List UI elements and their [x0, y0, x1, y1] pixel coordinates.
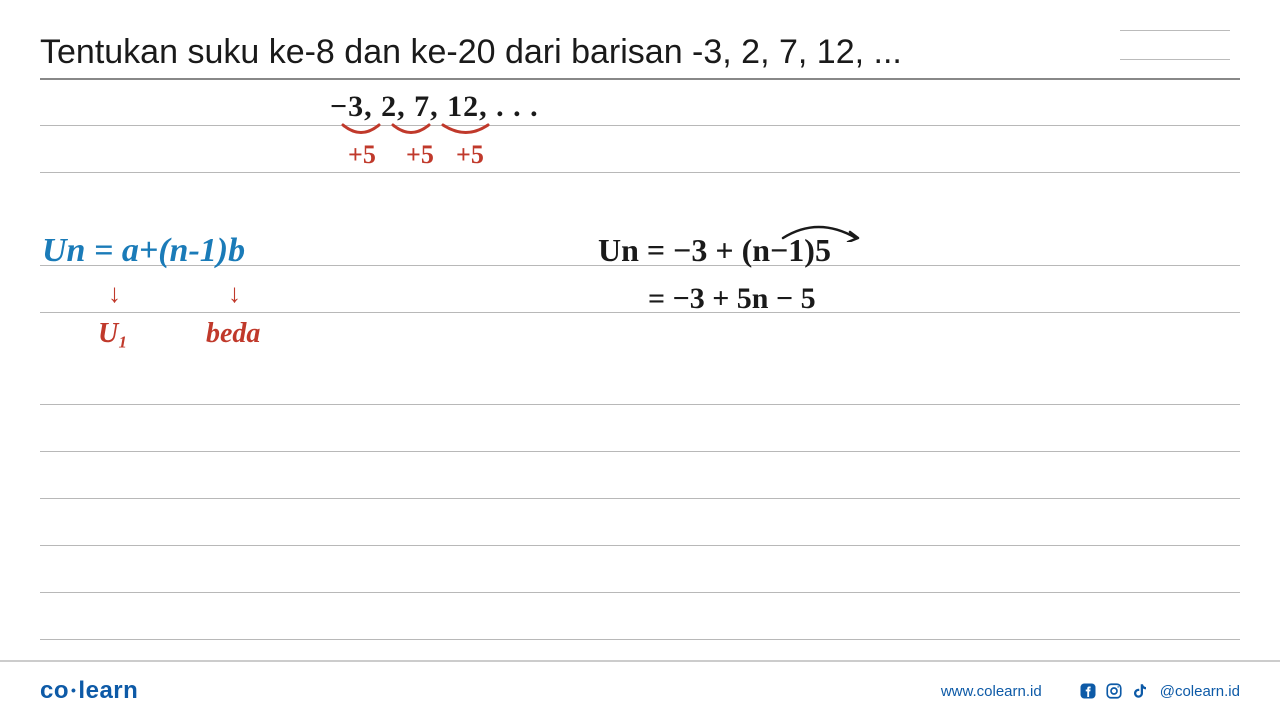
ruled-line: [40, 312, 1240, 313]
question-title: Tentukan suku ke-8 dan ke-20 dari barisa…: [40, 30, 902, 74]
arrow-down-icon: ↓: [108, 278, 121, 309]
diff-label-1: +5: [348, 140, 376, 170]
ruled-line: [40, 592, 1240, 593]
ruled-line: [40, 78, 1240, 80]
social-group: @colearn.id: [1078, 681, 1240, 701]
tiktok-icon: [1130, 681, 1150, 701]
derivation-line-2: = −3 + 5n − 5: [648, 282, 816, 316]
arrow-down-icon: ↓: [228, 278, 241, 309]
ruled-line: [40, 125, 1240, 126]
footer-url: www.colearn.id: [941, 683, 1042, 700]
ruled-line: [40, 451, 1240, 452]
ruled-line: [40, 404, 1240, 405]
facebook-icon: [1078, 681, 1098, 701]
sequence: −3, 2, 7, 12, . . .: [330, 90, 539, 124]
brand-logo: co•learn: [40, 677, 138, 705]
ruled-line: [40, 172, 1240, 173]
brand-suffix: learn: [78, 677, 138, 704]
diff-label-3: +5: [456, 140, 484, 170]
brand-prefix: co: [40, 677, 69, 704]
derivation-line-1: Un = −3 + (n−1)5: [598, 232, 831, 269]
ruled-line: [40, 639, 1240, 640]
brand-dot: •: [71, 682, 76, 698]
label-u1: U₁: [98, 318, 128, 350]
ruled-line: [40, 545, 1240, 546]
formula: Un = a+(n-1)b: [42, 232, 245, 270]
label-beda: beda: [206, 318, 260, 350]
decorative-box: [1120, 30, 1230, 60]
footer-right: www.colearn.id @colearn.id: [941, 681, 1240, 701]
footer: co•learn www.colearn.id @colearn.id: [0, 660, 1280, 720]
instagram-icon: [1104, 681, 1124, 701]
ruled-line: [40, 498, 1240, 499]
social-handle: @colearn.id: [1160, 683, 1240, 700]
diff-label-2: +5: [406, 140, 434, 170]
